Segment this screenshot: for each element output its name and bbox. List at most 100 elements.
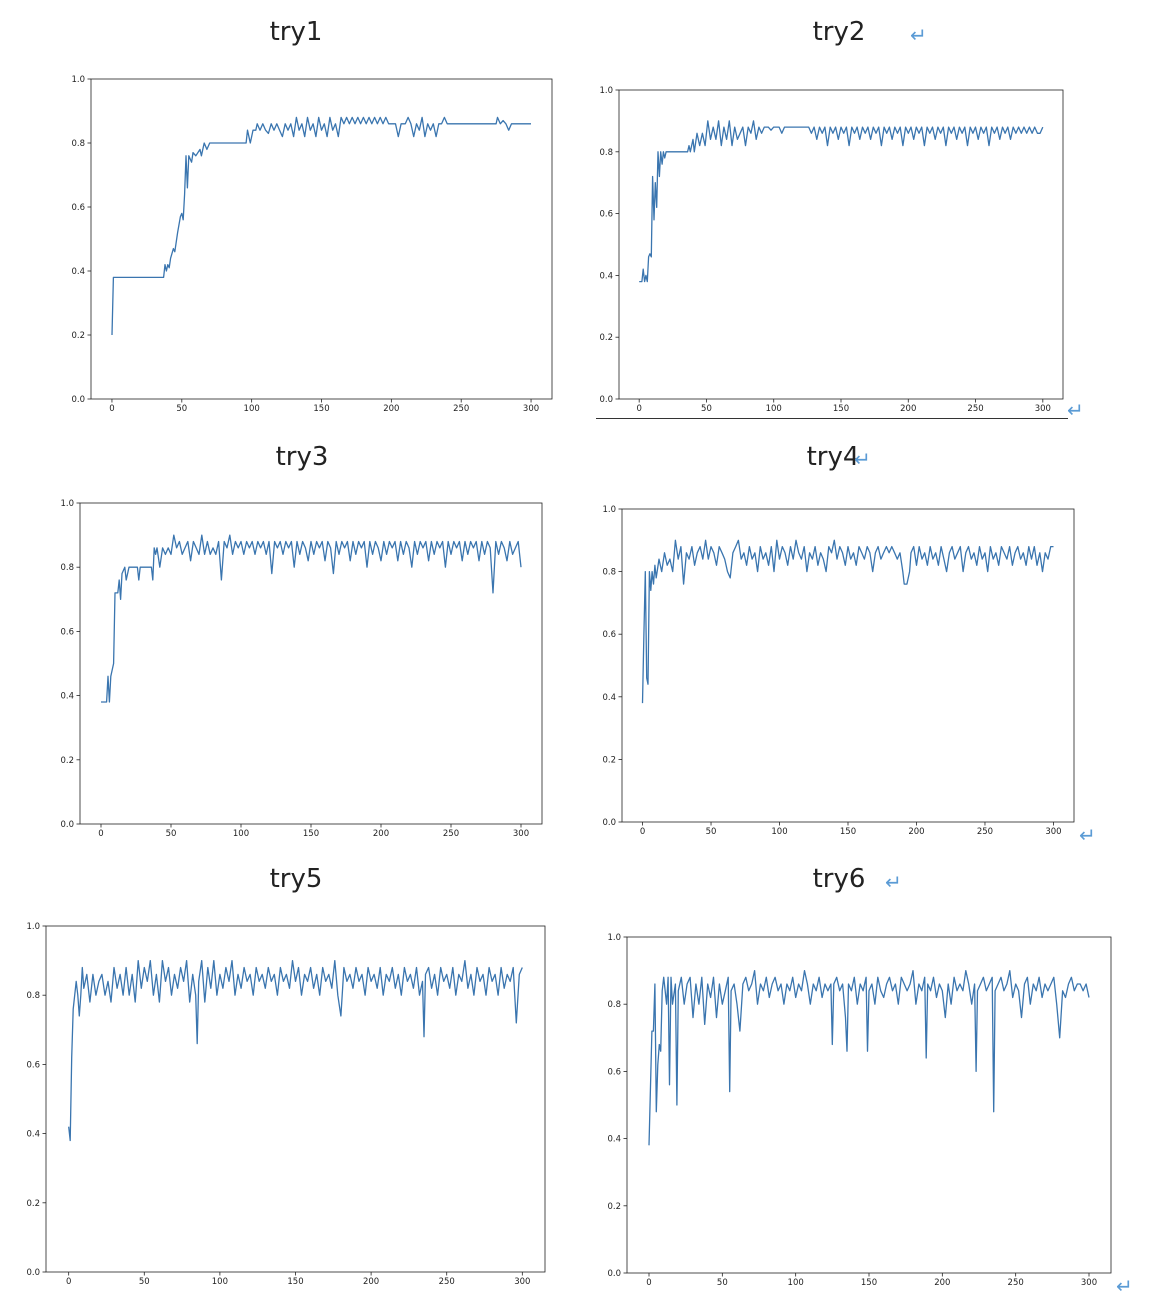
x-tick-label: 100 [233, 829, 249, 839]
x-tick-label: 100 [771, 827, 787, 837]
x-tick-label: 250 [439, 1277, 455, 1287]
x-tick-label: 0 [98, 829, 103, 839]
x-tick-label: 200 [908, 827, 924, 837]
y-tick-label: 0.0 [26, 1268, 40, 1278]
y-tick-label: 0.6 [26, 1060, 40, 1070]
y-tick-label: 0.6 [71, 203, 85, 213]
y-tick-label: 1.0 [607, 933, 621, 943]
x-tick-label: 0 [109, 404, 114, 414]
x-tick-label: 300 [514, 1277, 530, 1287]
x-tick-label: 100 [244, 404, 260, 414]
y-tick-label: 1.0 [60, 499, 74, 509]
x-tick-label: 50 [176, 404, 187, 414]
x-tick-label: 300 [1045, 827, 1061, 837]
x-tick-label: 150 [861, 1278, 877, 1288]
y-tick-label: 0.8 [71, 139, 85, 149]
y-tick-label: 0.2 [71, 331, 85, 341]
x-tick-label: 100 [212, 1277, 228, 1287]
series-line [648, 969, 1090, 1146]
y-tick-label: 0.8 [602, 568, 616, 578]
x-tick-label: 50 [701, 404, 712, 414]
x-tick-label: 300 [1035, 404, 1051, 414]
chart-title-try5: try5 [269, 864, 323, 894]
y-tick-label: 0.6 [599, 210, 613, 220]
y-tick-label: 0.4 [26, 1130, 40, 1140]
series-line [68, 959, 523, 1142]
x-tick-label: 250 [977, 827, 993, 837]
series-line [111, 116, 531, 336]
plot-frame [626, 936, 1112, 1274]
y-tick-label: 1.0 [26, 922, 40, 932]
x-tick-label: 300 [513, 829, 529, 839]
paragraph-mark-icon: ↵ [885, 870, 902, 894]
x-tick-label: 0 [66, 1277, 71, 1287]
x-tick-label: 250 [443, 829, 459, 839]
chart-title-try1: try1 [269, 17, 323, 47]
y-tick-label: 0.2 [26, 1199, 40, 1209]
paragraph-mark-icon: ↵ [1079, 823, 1096, 847]
y-tick-label: 0.2 [607, 1202, 621, 1212]
y-tick-label: 0.0 [607, 1269, 621, 1279]
x-tick-label: 150 [840, 827, 856, 837]
x-tick-label: 250 [1008, 1278, 1024, 1288]
chart-title-try4: try4 [806, 442, 860, 472]
paragraph-mark-icon: ↵ [910, 23, 927, 47]
y-tick-label: 0.4 [602, 693, 616, 703]
series-line [639, 120, 1044, 283]
series-line [641, 539, 1054, 704]
chart-title-try3: try3 [275, 442, 329, 472]
y-tick-label: 0.4 [71, 267, 85, 277]
y-tick-label: 0.2 [599, 333, 613, 343]
y-tick-label: 0.0 [602, 818, 616, 828]
x-tick-label: 50 [706, 827, 717, 837]
y-tick-label: 0.8 [599, 148, 613, 158]
y-tick-label: 0.4 [60, 692, 74, 702]
y-tick-label: 0.0 [599, 395, 613, 405]
y-tick-label: 1.0 [71, 75, 85, 85]
x-tick-label: 200 [373, 829, 389, 839]
x-tick-label: 150 [287, 1277, 303, 1287]
y-tick-label: 0.4 [607, 1135, 621, 1145]
x-tick-label: 200 [900, 404, 916, 414]
x-tick-label: 150 [303, 829, 319, 839]
x-tick-label: 250 [967, 404, 983, 414]
chart-title-try2: try2 [812, 17, 866, 47]
x-tick-label: 150 [313, 404, 329, 414]
paragraph-mark-icon: ↵ [1116, 1274, 1133, 1298]
x-tick-label: 100 [766, 404, 782, 414]
x-tick-label: 0 [640, 827, 645, 837]
x-tick-label: 200 [383, 404, 399, 414]
y-tick-label: 0.2 [60, 756, 74, 766]
chart-title-try6: try6 [812, 864, 866, 894]
x-tick-label: 0 [646, 1278, 651, 1288]
x-tick-label: 300 [523, 404, 539, 414]
y-tick-label: 0.6 [60, 627, 74, 637]
x-tick-label: 200 [363, 1277, 379, 1287]
y-tick-label: 0.8 [60, 563, 74, 573]
y-tick-label: 0.0 [71, 395, 85, 405]
y-tick-label: 1.0 [602, 505, 616, 515]
x-tick-label: 0 [636, 404, 641, 414]
y-tick-label: 0.6 [602, 630, 616, 640]
x-tick-label: 50 [139, 1277, 150, 1287]
x-tick-label: 50 [166, 829, 177, 839]
x-tick-label: 100 [788, 1278, 804, 1288]
series-line [101, 534, 522, 703]
y-tick-label: 0.0 [60, 820, 74, 830]
paragraph-mark-icon: ↵ [854, 447, 871, 471]
x-tick-label: 150 [833, 404, 849, 414]
x-tick-label: 50 [717, 1278, 728, 1288]
y-tick-label: 0.8 [607, 1000, 621, 1010]
paragraph-mark-icon: ↵ [1067, 398, 1084, 422]
x-tick-label: 200 [934, 1278, 950, 1288]
x-tick-label: 300 [1081, 1278, 1097, 1288]
y-tick-label: 0.2 [602, 755, 616, 765]
y-tick-label: 0.8 [26, 991, 40, 1001]
y-tick-label: 0.4 [599, 271, 613, 281]
